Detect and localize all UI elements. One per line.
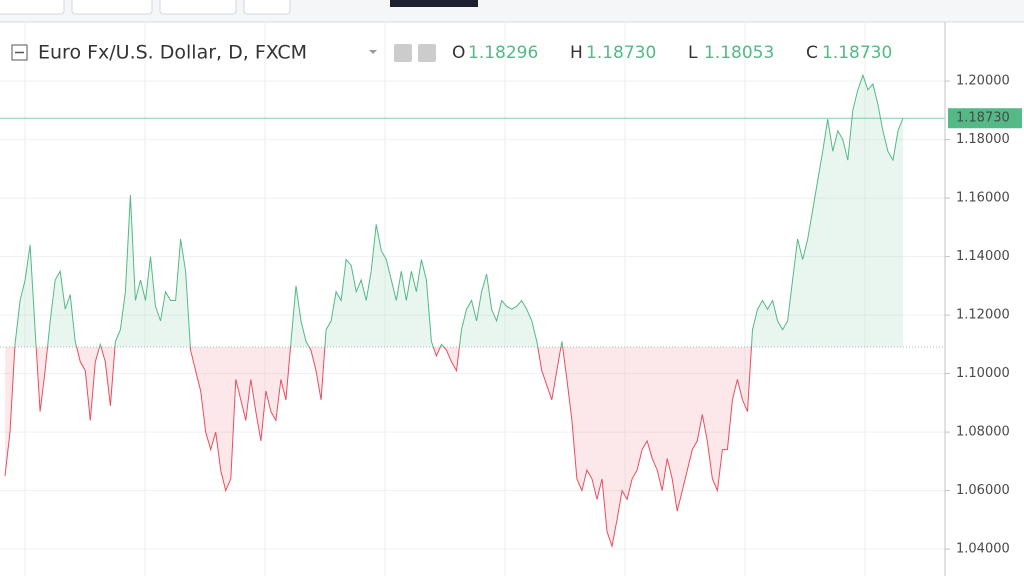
y-tick-label: 1.04000 (956, 542, 1010, 557)
y-tick-label: 1.12000 (956, 308, 1010, 323)
y-tick-label: 1.14000 (956, 249, 1010, 264)
baseline-area (5, 75, 903, 547)
ohlc-name: H (570, 43, 583, 63)
price-line (4, 73, 904, 549)
ohlc-name: O (452, 43, 465, 63)
toolbar-button[interactable] (159, 0, 237, 15)
y-tick-label: 1.08000 (956, 425, 1010, 440)
settings-icon[interactable] (418, 44, 436, 62)
toolbar-bg (0, 0, 1024, 22)
chart-title: Euro Fx/U.S. Dollar, D, FXCM (38, 42, 307, 64)
y-tick-label: 1.16000 (956, 191, 1010, 206)
ohlc-value: 1.18730 (586, 43, 656, 63)
toolbar-dark-button[interactable] (390, 0, 478, 7)
ohlc-value: 1.18296 (468, 43, 538, 63)
toolbar-button[interactable] (0, 0, 65, 15)
y-tick-label: 1.06000 (956, 483, 1010, 498)
y-tick-label: 1.10000 (956, 366, 1010, 381)
plot (0, 73, 945, 549)
ohlc-value: 1.18730 (822, 43, 892, 63)
y-tick-label: 1.18000 (956, 132, 1010, 147)
ohlc-value: 1.18053 (704, 43, 774, 63)
y-tick-label: 1.20000 (956, 74, 1010, 89)
last-price-label: 1.18730 (956, 111, 1010, 126)
toolbar-button[interactable] (71, 0, 153, 15)
legend-header: Euro Fx/U.S. Dollar, D, FXCM (11, 42, 436, 64)
last-price-tag (948, 108, 1022, 129)
ohlc-name: L (688, 43, 698, 63)
visibility-icon[interactable] (394, 44, 412, 62)
symbol-dropdown[interactable] (369, 50, 377, 54)
toolbar-button[interactable] (243, 0, 291, 15)
toolbar (0, 0, 1024, 22)
ohlc-name: C (806, 43, 818, 63)
